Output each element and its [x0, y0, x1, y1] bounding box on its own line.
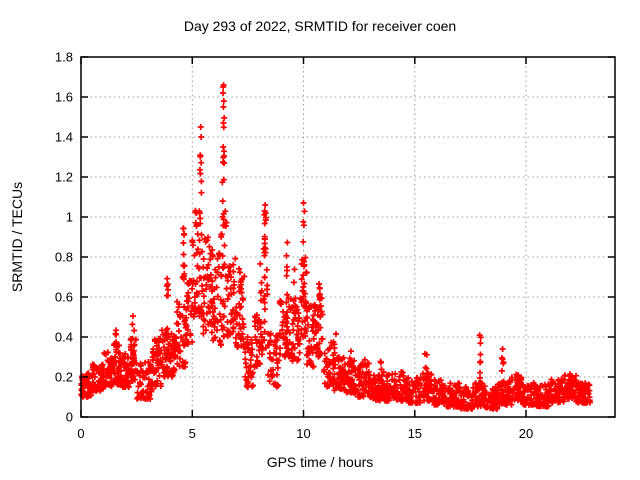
x-axis-label: GPS time / hours [267, 454, 374, 470]
chart-title: Day 293 of 2022, SRMTID for receiver coe… [184, 18, 456, 34]
x-tick-label: 15 [408, 426, 422, 441]
y-tick-label: 1.6 [55, 90, 73, 105]
y-tick-label: 0.4 [55, 330, 73, 345]
x-axis-tick-labels: 0 5 10 15 20 [77, 426, 533, 441]
x-tick-label: 20 [519, 426, 533, 441]
y-tick-label: 0.8 [55, 250, 73, 265]
grid-lines [81, 57, 615, 417]
y-tick-label: 0.2 [55, 370, 73, 385]
axis-tick-marks [80, 56, 615, 418]
y-tick-label: 1.2 [55, 170, 73, 185]
y-tick-label: 0 [66, 410, 73, 425]
x-tick-label: 5 [189, 426, 196, 441]
data-points-series [78, 82, 593, 412]
plot-border-frame [80, 56, 616, 418]
y-axis-label: SRMTID / TECUs [9, 182, 25, 292]
y-tick-label: 1 [66, 210, 73, 225]
y-tick-label: 1.8 [55, 50, 73, 65]
x-tick-label: 0 [77, 426, 84, 441]
x-tick-label: 10 [296, 426, 310, 441]
y-tick-label: 1.4 [55, 130, 73, 145]
y-axis-tick-labels: 0 0.2 0.4 0.6 0.8 1 1.2 1.4 1.6 1.8 [55, 50, 73, 425]
y-tick-label: 0.6 [55, 290, 73, 305]
